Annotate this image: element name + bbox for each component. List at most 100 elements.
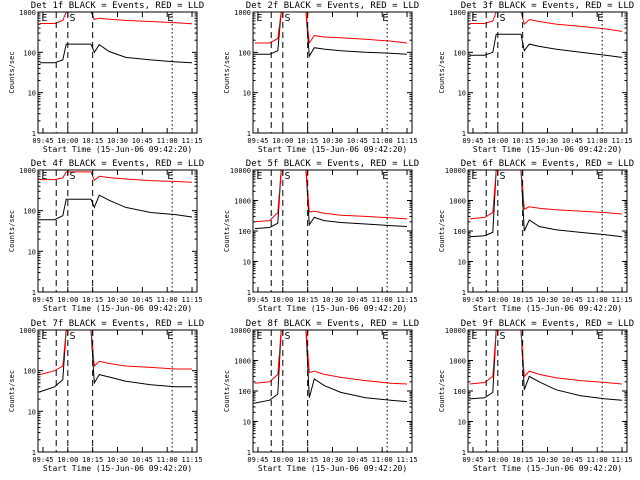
plot-frame (252, 11, 413, 134)
x-tick-label: 10:45 (562, 296, 583, 304)
x-tick-label: 10:45 (347, 137, 368, 145)
y-tick-label: 100 (238, 49, 251, 57)
y-tick-label: 1 (462, 289, 466, 297)
event-marker-label: S (499, 331, 505, 342)
x-tick-label: 10:15 (82, 456, 103, 464)
y-tick-label: 100 (453, 49, 466, 57)
events-series-line (39, 329, 192, 393)
x-axis-label: Start Time (15-Jun-06 09:42:20) (258, 304, 407, 313)
lld-series-line (39, 329, 192, 376)
x-tick-label: 10:15 (297, 296, 318, 304)
x-tick-label: 10:30 (107, 137, 128, 145)
x-tick-label: 10:00 (57, 296, 78, 304)
event-marker-label: E (382, 331, 388, 342)
x-tick-label: 09:45 (247, 456, 268, 464)
x-tick-label: 10:15 (512, 296, 533, 304)
x-tick-label: 11:15 (181, 137, 202, 145)
x-tick-label: 10:15 (82, 296, 103, 304)
event-marker-label: E (382, 13, 388, 24)
y-tick-label: 1 (247, 289, 251, 297)
x-tick-label: 10:45 (132, 137, 153, 145)
x-tick-label: 11:00 (587, 137, 608, 145)
panel-title: Det 4f BLACK = Events, RED = LLD (31, 159, 204, 169)
x-tick-label: 09:45 (462, 296, 483, 304)
plot-frame (252, 169, 413, 293)
x-tick-label: 10:15 (297, 137, 318, 145)
events-series-line (254, 329, 408, 404)
event-marker-label: S (284, 13, 290, 24)
x-axis-label: Start Time (15-Jun-06 09:42:20) (473, 145, 622, 154)
y-axis-label: Counts/sec (223, 370, 231, 412)
x-tick-label: 10:00 (272, 456, 293, 464)
y-tick-label: 10000 (230, 327, 251, 335)
x-tick-label: 10:00 (487, 296, 508, 304)
x-tick-label: 10:45 (132, 296, 153, 304)
panel-title: Det 5f BLACK = Events, RED = LLD (246, 159, 419, 169)
events-series-line (254, 11, 408, 58)
y-tick-label: 10000 (230, 167, 251, 175)
event-marker-label: E (597, 13, 603, 24)
detector-panel-8: Det 8f BLACK = Events, RED = LLD E S E 1 10 10… (223, 319, 419, 473)
detector-panel-7: Det 7f BLACK = Events, RED = LLD E S E 1 10 10… (8, 319, 204, 473)
panel-title: Det 9f BLACK = Events, RED = LLD (461, 319, 634, 329)
y-tick-label: 100 (23, 49, 36, 57)
x-tick-label: 10:15 (82, 137, 103, 145)
x-tick-label: 09:45 (32, 296, 53, 304)
x-tick-label: 10:00 (487, 456, 508, 464)
x-tick-label: 11:00 (372, 456, 393, 464)
y-axis-label: Counts/sec (8, 51, 16, 93)
event-marker-label: E (471, 13, 477, 24)
events-series-line (469, 33, 623, 58)
x-tick-label: 10:15 (512, 456, 533, 464)
event-marker-label: E (41, 171, 47, 182)
y-tick-label: 100 (453, 388, 466, 396)
x-tick-label: 09:45 (247, 296, 268, 304)
y-tick-label: 10000 (445, 167, 466, 175)
x-tick-label: 10:45 (562, 137, 583, 145)
event-marker-label: S (499, 13, 505, 24)
x-axis-label: Start Time (15-Jun-06 09:42:20) (473, 304, 622, 313)
x-tick-label: 10:30 (537, 456, 558, 464)
x-tick-label: 11:15 (396, 296, 417, 304)
x-tick-label: 11:15 (611, 137, 632, 145)
events-series-line (39, 194, 193, 221)
event-marker-label: E (167, 13, 173, 24)
x-tick-label: 10:15 (512, 137, 533, 145)
x-tick-label: 11:15 (181, 456, 202, 464)
y-tick-label: 1000 (234, 9, 251, 17)
y-tick-label: 10 (243, 90, 251, 98)
y-tick-label: 1000 (19, 327, 36, 335)
panel-title: Det 3f BLACK = Events, RED = LLD (461, 1, 634, 11)
event-marker-label: E (256, 171, 262, 182)
detector-panel-4: Det 4f BLACK = Events, RED = LLD E S E 1 10 10… (8, 159, 204, 313)
lld-series-line (469, 329, 623, 385)
y-tick-label: 10 (458, 259, 466, 267)
y-axis-label: Counts/sec (438, 370, 446, 412)
y-tick-label: 10000 (445, 327, 466, 335)
x-tick-label: 11:15 (611, 296, 632, 304)
x-tick-label: 11:00 (157, 456, 178, 464)
x-tick-label: 11:15 (181, 296, 202, 304)
plot-frame (37, 329, 198, 453)
event-marker-label: E (167, 171, 173, 182)
detector-panel-6: Det 6f BLACK = Events, RED = LLD E S E 1 10 10… (438, 159, 634, 313)
x-tick-label: 09:45 (462, 137, 483, 145)
event-marker-label: E (41, 331, 47, 342)
plot-frame (467, 329, 628, 453)
x-tick-label: 09:45 (462, 456, 483, 464)
x-axis-label: Start Time (15-Jun-06 09:42:20) (43, 464, 192, 473)
y-tick-label: 1000 (19, 167, 36, 175)
lld-series-line (254, 11, 408, 45)
y-tick-label: 10 (28, 408, 36, 416)
x-axis-label: Start Time (15-Jun-06 09:42:20) (258, 464, 407, 473)
detector-panel-9: Det 9f BLACK = Events, RED = LLD E S E 1 10 10… (438, 319, 634, 473)
event-marker-label: E (382, 171, 388, 182)
x-tick-label: 10:45 (562, 456, 583, 464)
lld-series-line (469, 11, 623, 32)
x-tick-label: 10:30 (322, 137, 343, 145)
x-tick-label: 10:30 (107, 456, 128, 464)
y-tick-label: 1 (247, 130, 251, 138)
y-tick-label: 1000 (234, 198, 251, 206)
x-axis-label: Start Time (15-Jun-06 09:42:20) (43, 304, 192, 313)
x-tick-label: 11:00 (157, 296, 178, 304)
